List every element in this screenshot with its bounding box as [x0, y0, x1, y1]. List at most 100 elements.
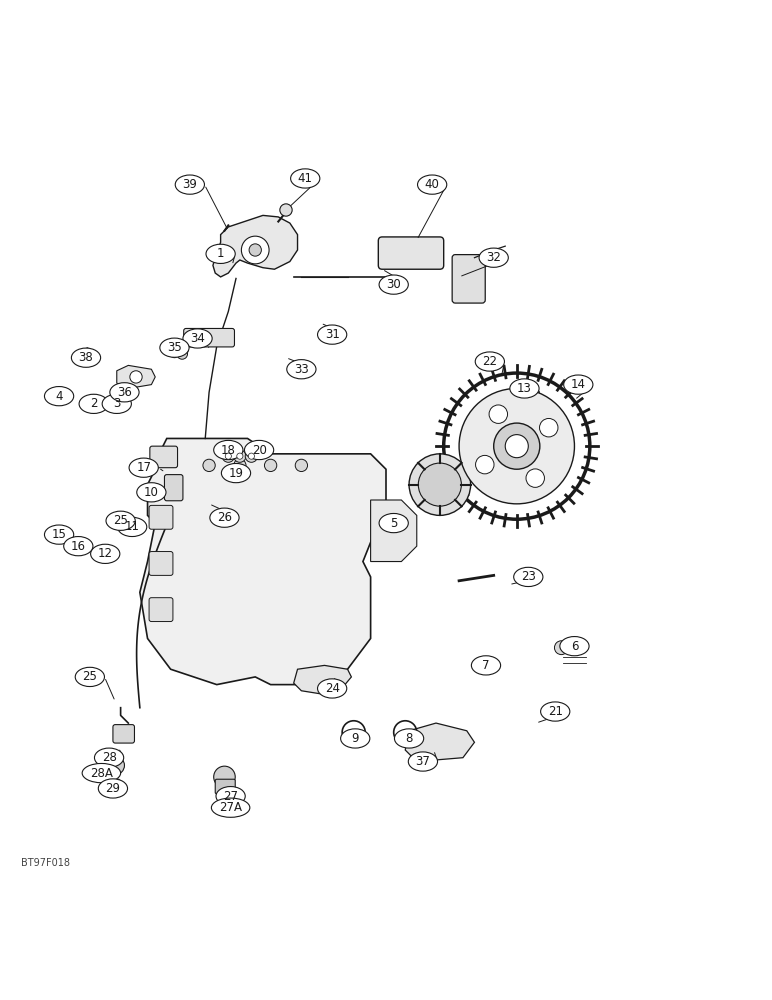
Ellipse shape	[222, 463, 251, 483]
Text: 18: 18	[221, 444, 235, 457]
Ellipse shape	[290, 169, 320, 188]
Polygon shape	[371, 500, 417, 562]
Ellipse shape	[317, 679, 347, 698]
Circle shape	[526, 469, 544, 487]
Circle shape	[234, 450, 246, 462]
Text: 7: 7	[482, 659, 489, 672]
Ellipse shape	[510, 379, 539, 398]
Ellipse shape	[90, 544, 120, 563]
Circle shape	[245, 450, 258, 462]
Text: 37: 37	[415, 755, 430, 768]
Ellipse shape	[129, 458, 158, 477]
Ellipse shape	[418, 175, 447, 194]
FancyBboxPatch shape	[149, 552, 173, 575]
Circle shape	[225, 453, 232, 459]
Circle shape	[476, 659, 489, 672]
Circle shape	[279, 204, 292, 216]
Text: 34: 34	[190, 332, 205, 345]
Text: 4: 4	[56, 390, 63, 403]
Circle shape	[493, 423, 540, 469]
Text: 8: 8	[405, 732, 413, 745]
Ellipse shape	[408, 752, 438, 771]
Ellipse shape	[212, 798, 250, 817]
Circle shape	[459, 388, 574, 504]
FancyBboxPatch shape	[150, 446, 178, 468]
Ellipse shape	[379, 513, 408, 533]
Ellipse shape	[317, 325, 347, 344]
Text: 27: 27	[223, 790, 238, 803]
Text: 1: 1	[217, 247, 225, 260]
Ellipse shape	[540, 702, 570, 721]
Ellipse shape	[175, 175, 205, 194]
Circle shape	[489, 405, 507, 423]
Circle shape	[234, 459, 246, 472]
FancyBboxPatch shape	[149, 598, 173, 622]
Ellipse shape	[102, 394, 131, 413]
Text: 20: 20	[252, 444, 266, 457]
Ellipse shape	[45, 525, 73, 544]
Polygon shape	[405, 723, 475, 762]
Circle shape	[222, 450, 235, 462]
Ellipse shape	[106, 511, 135, 530]
Text: 39: 39	[182, 178, 198, 191]
Ellipse shape	[71, 348, 100, 367]
Text: 35: 35	[167, 341, 182, 354]
Text: 30: 30	[386, 278, 401, 291]
Circle shape	[295, 459, 307, 472]
Circle shape	[505, 435, 528, 458]
Text: 19: 19	[229, 467, 243, 480]
Text: 26: 26	[217, 511, 232, 524]
Circle shape	[52, 388, 63, 399]
Ellipse shape	[94, 748, 124, 767]
Text: 38: 38	[79, 351, 93, 364]
Ellipse shape	[472, 656, 500, 675]
Ellipse shape	[98, 779, 127, 798]
Polygon shape	[78, 348, 92, 360]
Circle shape	[476, 455, 494, 474]
Ellipse shape	[45, 387, 73, 406]
Text: 27A: 27A	[219, 801, 242, 814]
FancyBboxPatch shape	[378, 237, 444, 269]
FancyBboxPatch shape	[215, 779, 235, 794]
Text: 28: 28	[102, 751, 117, 764]
Ellipse shape	[479, 248, 508, 267]
Text: 13: 13	[517, 382, 532, 395]
Text: 11: 11	[124, 520, 140, 533]
Ellipse shape	[560, 637, 589, 656]
Circle shape	[237, 453, 243, 459]
Text: 40: 40	[425, 178, 439, 191]
Ellipse shape	[564, 375, 593, 394]
Ellipse shape	[513, 567, 543, 587]
Ellipse shape	[216, 787, 245, 806]
Text: 21: 21	[547, 705, 563, 718]
Ellipse shape	[183, 329, 212, 348]
Text: 14: 14	[571, 378, 586, 391]
Ellipse shape	[160, 338, 189, 357]
FancyBboxPatch shape	[452, 255, 486, 303]
Ellipse shape	[340, 729, 370, 748]
Text: BT97F018: BT97F018	[21, 858, 69, 868]
Circle shape	[418, 463, 462, 506]
Circle shape	[88, 395, 99, 405]
Ellipse shape	[476, 352, 504, 371]
Text: 3: 3	[113, 397, 120, 410]
Text: 28A: 28A	[90, 767, 113, 780]
Text: 25: 25	[113, 514, 128, 527]
Text: 24: 24	[325, 682, 340, 695]
Ellipse shape	[137, 483, 166, 502]
Text: 29: 29	[106, 782, 120, 795]
Ellipse shape	[75, 667, 104, 687]
Text: 9: 9	[351, 732, 359, 745]
FancyBboxPatch shape	[164, 475, 183, 501]
Circle shape	[242, 236, 269, 264]
Text: 12: 12	[98, 547, 113, 560]
Ellipse shape	[82, 763, 120, 783]
Text: 2: 2	[90, 397, 97, 410]
Text: 23: 23	[521, 570, 536, 583]
Ellipse shape	[286, 360, 316, 379]
Text: 22: 22	[482, 355, 497, 368]
Polygon shape	[140, 438, 386, 685]
FancyBboxPatch shape	[113, 725, 134, 743]
Ellipse shape	[379, 275, 408, 294]
Circle shape	[106, 756, 124, 775]
